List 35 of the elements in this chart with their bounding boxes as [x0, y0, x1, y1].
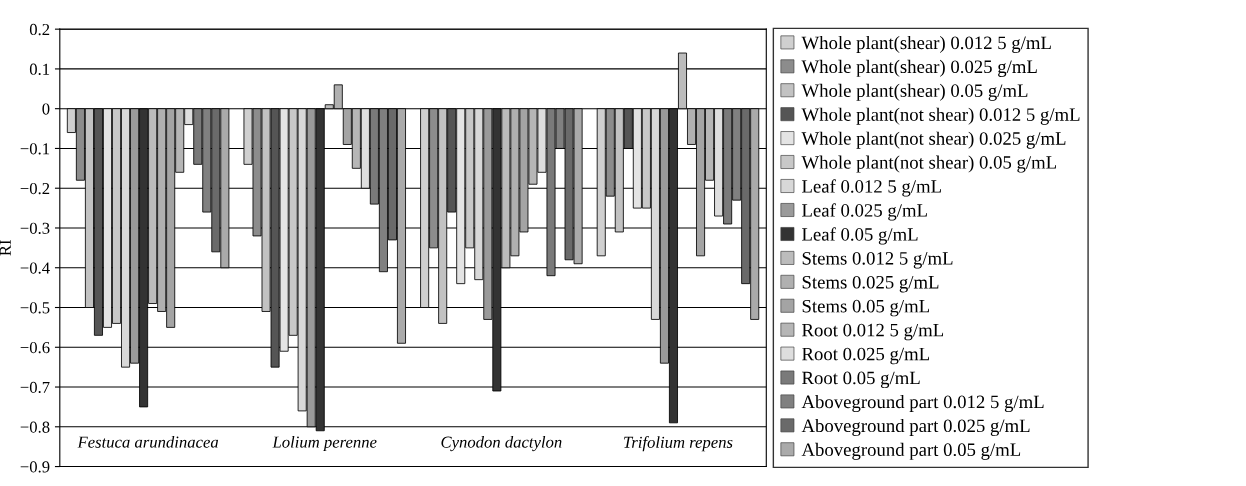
y-tick-label: −0.5 [20, 302, 50, 314]
y-tick-label: −0.1 [20, 143, 50, 155]
legend-label: Whole plant(shear) 0.012 5 g/mL [801, 35, 1051, 53]
legend-label: Aboveground part 0.05 g/mL [801, 442, 1021, 460]
legend-label: Leaf 0.012 5 g/mL [802, 179, 941, 197]
legend-label: Root 0.025 g/mL [802, 347, 929, 365]
y-tick-label: 0.1 [29, 63, 50, 75]
y-tick-label: −0.7 [20, 381, 50, 394]
y-tick-label: −0.6 [20, 341, 50, 354]
legend-label: Whole plant(shear) 0.05 g/mL [801, 83, 1028, 101]
y-tick-label: 0 [42, 103, 50, 115]
legend-label: Whole plant(not shear) 0.05 g/mL [801, 155, 1057, 173]
y-tick-label: 0.2 [29, 23, 50, 36]
y-tick-label: −0.9 [20, 461, 50, 473]
y-tick-label: −0.8 [20, 421, 50, 433]
legend-label: Whole plant(not shear) 0.025 g/mL [801, 131, 1066, 149]
y-tick-label: −0.4 [20, 262, 50, 274]
x-tick-label: Trifolium repens [624, 436, 733, 452]
legend-label: Root 0.05 g/mL [802, 371, 920, 389]
legend-label: Whole plant(not shear) 0.012 5 g/mL [801, 107, 1080, 125]
legend-label: Aboveground part 0.025 g/mL [801, 418, 1030, 436]
y-tick-label: −0.2 [20, 182, 50, 195]
x-tick-label: Cynodon dactylon [441, 436, 562, 452]
y-tick-label: −0.3 [20, 222, 50, 234]
legend-label: Leaf 0.025 g/mL [802, 203, 927, 221]
legend-label: Root 0.012 5 g/mL [802, 323, 944, 341]
legend-label: Whole plant(shear) 0.025 g/mL [801, 59, 1037, 77]
legend-label: Stems 0.025 g/mL [802, 275, 939, 293]
x-tick-label: Festuca arundinacea [77, 436, 219, 448]
legend-label: Stems 0.05 g/mL [802, 299, 929, 317]
y-axis-title: RI [0, 240, 11, 256]
legend-label: Stems 0.012 5 g/mL [802, 252, 953, 269]
x-tick-label: Lolium perenne [272, 436, 377, 452]
legend-label: Aboveground part 0.012 5 g/mL [801, 394, 1044, 413]
legend-label: Leaf 0.05 g/mL [802, 227, 918, 245]
